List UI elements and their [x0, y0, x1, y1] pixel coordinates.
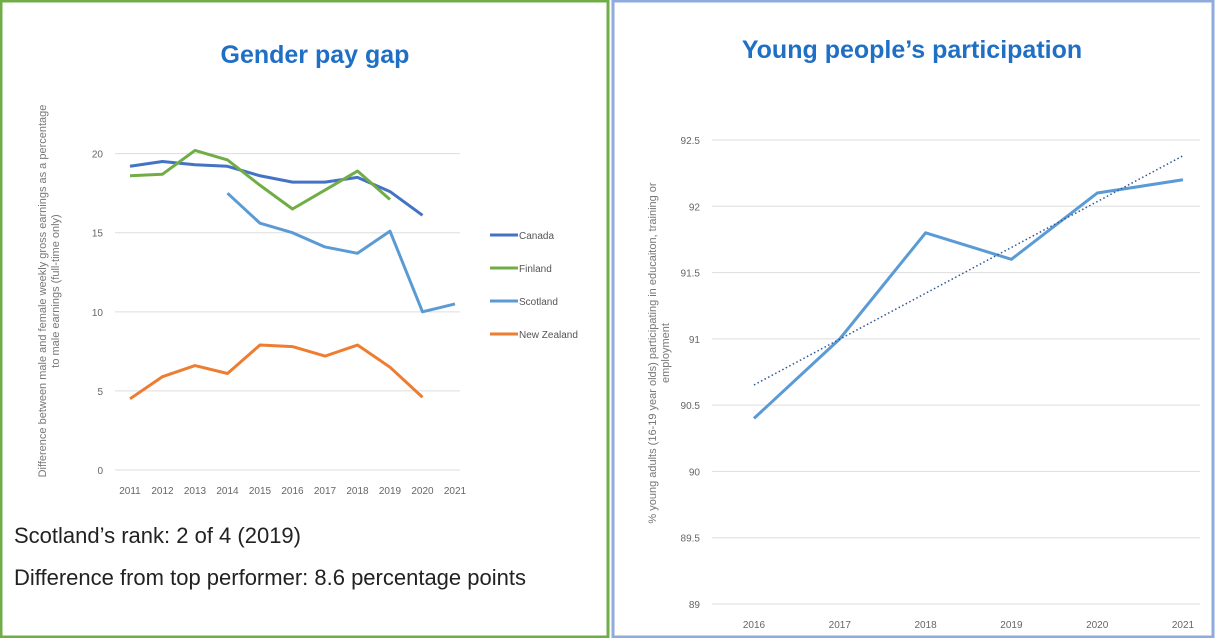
- annotation: Difference from top performer: 8.6 perce…: [14, 565, 526, 590]
- x-tick-label: 2015: [249, 486, 272, 497]
- data-line: [129, 343, 424, 401]
- y-tick-label: 10: [92, 308, 104, 319]
- x-tick-label: 2021: [444, 486, 467, 497]
- y-axis-label: Difference between male and female weekl…: [37, 104, 62, 478]
- legend-label: Finland: [519, 264, 552, 275]
- y-tick-label: 92.5: [681, 136, 701, 147]
- y-tick-label: 91: [689, 335, 701, 346]
- data-line: [752, 178, 1184, 420]
- x-tick-label: 2018: [914, 620, 937, 631]
- x-tick-label: 2017: [314, 486, 337, 497]
- x-tick-label: 2019: [379, 486, 402, 497]
- x-tick-label: 2014: [216, 486, 239, 497]
- y-tick-label: 90.5: [681, 401, 701, 412]
- x-tick-label: 2018: [346, 486, 369, 497]
- x-tick-label: 2020: [1086, 620, 1109, 631]
- y-tick-label: 89.5: [681, 534, 701, 545]
- y-axis-label: % young adults (16-19 year olds) partici…: [647, 182, 672, 524]
- y-tick-label: 5: [97, 387, 103, 398]
- y-tick-label: 90: [689, 467, 701, 478]
- x-tick-label: 2017: [829, 620, 852, 631]
- annotation: Scotland’s rank: 2 of 4 (2019): [14, 523, 301, 548]
- legend-label: Canada: [519, 231, 554, 242]
- y-tick-label: 20: [92, 150, 104, 161]
- x-tick-label: 2011: [119, 486, 141, 497]
- x-tick-label: 2020: [411, 486, 434, 497]
- x-tick-label: 2021: [1172, 620, 1195, 631]
- y-tick-label: 15: [92, 229, 104, 240]
- chart-title: Young people’s participation: [742, 36, 1082, 64]
- y-tick-label: 91.5: [681, 269, 701, 280]
- y-tick-label: 89: [689, 600, 701, 611]
- x-tick-label: 2013: [184, 486, 207, 497]
- data-line: [129, 148, 391, 211]
- x-tick-label: 2016: [281, 486, 304, 497]
- x-tick-label: 2016: [743, 620, 766, 631]
- y-tick-label: 92: [689, 202, 701, 213]
- data-line: [226, 192, 456, 314]
- chart-title: Gender pay gap: [221, 41, 410, 69]
- y-tick-label: 0: [97, 466, 103, 477]
- legend-label: New Zealand: [519, 330, 578, 341]
- panel-border: [0, 0, 610, 638]
- trend-line: [753, 155, 1184, 386]
- legend-label: Scotland: [519, 297, 558, 308]
- x-tick-label: 2012: [151, 486, 174, 497]
- panel-border: [611, 0, 1215, 638]
- x-tick-label: 2019: [1000, 620, 1023, 631]
